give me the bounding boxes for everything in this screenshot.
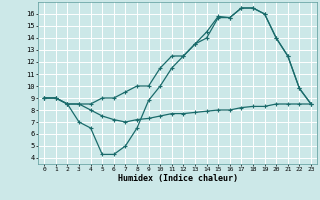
X-axis label: Humidex (Indice chaleur): Humidex (Indice chaleur) xyxy=(118,174,238,183)
